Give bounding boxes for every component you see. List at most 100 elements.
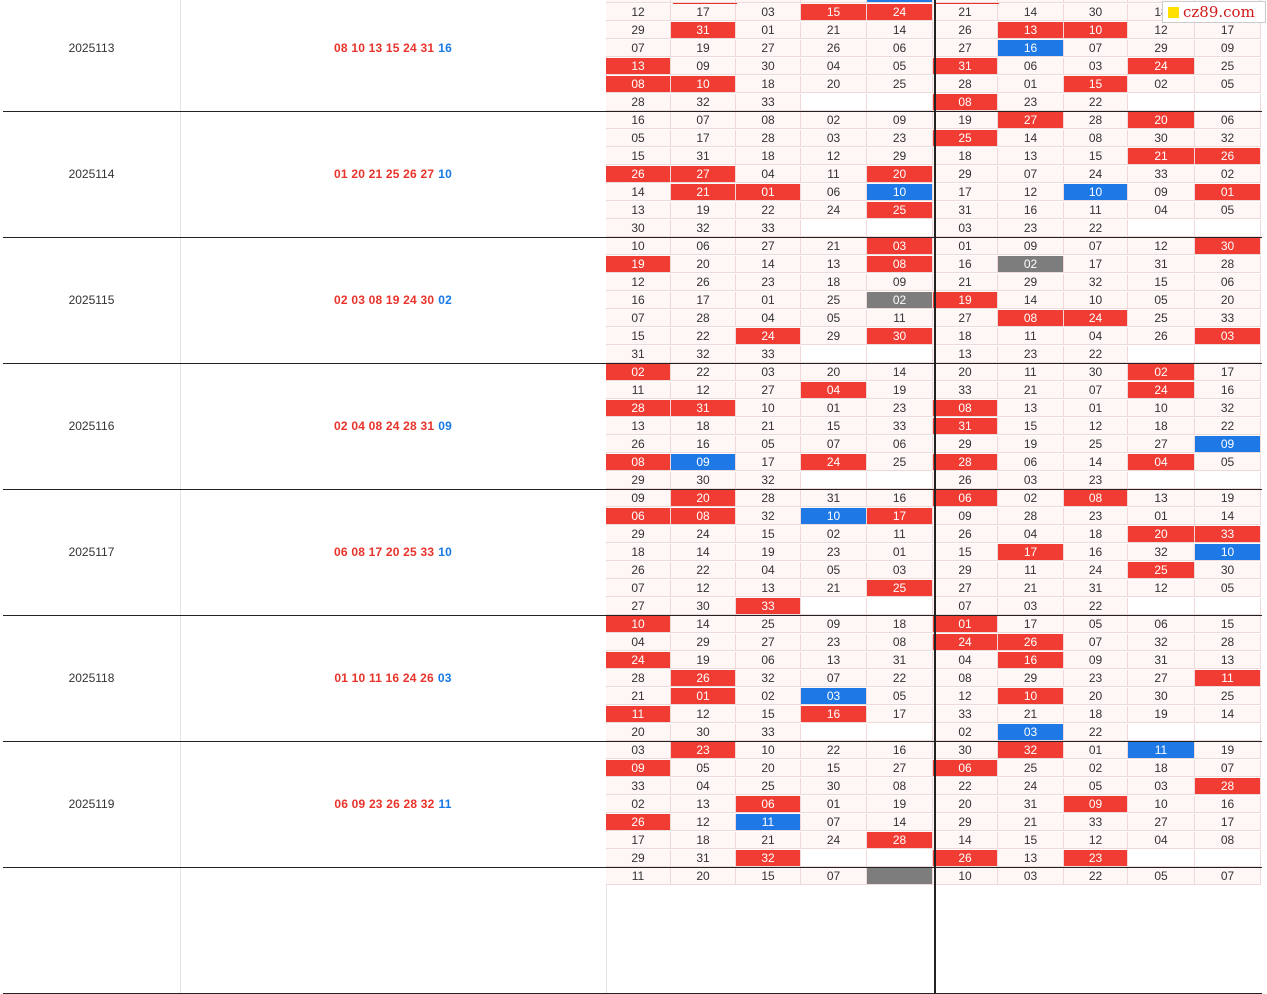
grid-cell: 15: [736, 526, 801, 543]
grid-cell: 28: [933, 76, 998, 93]
grid-cell: 22: [1195, 418, 1261, 435]
number-grid: 11 20 15 07 10 03 22 05 07: [606, 868, 1262, 993]
grid-cell: 28: [1195, 634, 1261, 651]
grid-cell: 23: [1064, 508, 1128, 525]
grid-cell-gray: [867, 868, 933, 885]
grid-cell: 11: [606, 868, 671, 885]
grid-cell: 08: [1195, 832, 1261, 849]
grid-cell-red: 24: [1064, 310, 1128, 327]
grid-cell: 20: [933, 796, 998, 813]
grid-cell: 19: [671, 202, 736, 219]
grid-cell-red: 26: [671, 670, 736, 687]
grid-cell: 12: [1128, 580, 1195, 597]
grid-cell: 24: [801, 832, 867, 849]
grid-cell: [1128, 472, 1195, 489]
grid-cell: 22: [1064, 220, 1128, 237]
grid-cell: 04: [1064, 328, 1128, 345]
site-logo[interactable]: cz89.com: [1162, 1, 1266, 23]
grid-cell: 06: [867, 436, 933, 453]
grid-cell: 30: [933, 742, 998, 759]
grid-cell-red: 25: [867, 202, 933, 219]
grid-cell: 33: [606, 778, 671, 795]
grid-cell-red: 24: [606, 652, 671, 669]
grid-cell: 17: [867, 706, 933, 723]
period-row: 2025119 06 09 23 26 28 32 11 03 23 10 22 16 30 32…: [3, 742, 1262, 868]
grid-cell: 27: [736, 40, 801, 57]
grid-cell-red: 13: [998, 22, 1064, 39]
grid-cell-red: 06: [933, 490, 998, 507]
blue-ball: 11: [438, 797, 452, 811]
grid-cell-red: 26: [998, 634, 1064, 651]
grid-cell: 17: [606, 832, 671, 849]
grid-cell: 23: [998, 94, 1064, 111]
grid-cell: 22: [1064, 724, 1128, 741]
grid-cell: 29: [606, 526, 671, 543]
grid-cell-red: 31: [671, 400, 736, 417]
grid-cell: 18: [801, 274, 867, 291]
grid-cell: 33: [1128, 166, 1195, 183]
grid-cell: 29: [606, 22, 671, 39]
grid-cell: 01: [801, 400, 867, 417]
grid-divider: [934, 0, 936, 111]
grid-cell: 10: [736, 400, 801, 417]
grid-cell: 11: [998, 364, 1064, 381]
grid-cell: 18: [1128, 418, 1195, 435]
grid-cell-red: 08: [606, 76, 671, 93]
grid-cell: 10: [1128, 796, 1195, 813]
grid-cell: 33: [736, 220, 801, 237]
grid-cell-red: 03: [1195, 328, 1261, 345]
grid-cell: 05: [1128, 868, 1195, 885]
grid-cell-blue: 11: [736, 814, 801, 831]
grid-cell: 27: [933, 40, 998, 57]
grid-cell: 27: [736, 634, 801, 651]
grid-cell-red: 15: [1064, 76, 1128, 93]
grid-cell: 26: [671, 274, 736, 291]
grid-cell: 19: [998, 436, 1064, 453]
grid-cell: 10: [1064, 292, 1128, 309]
grid-cell: 16: [933, 256, 998, 273]
grid-divider: [934, 868, 936, 993]
grid-cell: 05: [736, 436, 801, 453]
grid-cell: 04: [736, 310, 801, 327]
grid-cell-red: 08: [606, 454, 671, 471]
grid-cell: 23: [867, 130, 933, 147]
grid-cell: 25: [1195, 58, 1261, 75]
grid-cell: 32: [671, 220, 736, 237]
grid-cell: 17: [1195, 22, 1261, 39]
grid-cell: 09: [867, 274, 933, 291]
grid-cell: 20: [671, 256, 736, 273]
grid-cell: [1195, 346, 1261, 363]
grid-cell-red: 16: [801, 706, 867, 723]
grid-cell: 06: [1195, 274, 1261, 291]
grid-cell-red: 26: [606, 166, 671, 183]
grid-cell: 03: [1064, 58, 1128, 75]
grid-cell: 07: [1064, 40, 1128, 57]
grid-cell: 27: [1128, 670, 1195, 687]
grid-cell: 19: [736, 544, 801, 561]
grid-cell: 14: [998, 4, 1064, 21]
grid-cell-blue: 03: [998, 724, 1064, 741]
grid-cell-red: 26: [933, 850, 998, 867]
grid-cell: [1195, 220, 1261, 237]
grid-cell: 21: [736, 418, 801, 435]
grid-cell: 25: [1128, 310, 1195, 327]
grid-cell: 24: [1064, 166, 1128, 183]
grid-cell: 30: [736, 58, 801, 75]
grid-cell: 31: [606, 346, 671, 363]
red-balls: 01 10 11 16 24 26: [334, 671, 434, 685]
grid-cell: 06: [867, 40, 933, 57]
grid-cell: 30: [1195, 562, 1261, 579]
grid-cell: 22: [801, 0, 867, 3]
grid-cell: 09: [933, 508, 998, 525]
grid-cell: [1128, 94, 1195, 111]
grid-cell: 29: [933, 814, 998, 831]
grid-cell: 22: [1064, 94, 1128, 111]
grid-cell: 11: [606, 382, 671, 399]
grid-cell: 17: [1195, 364, 1261, 381]
grid-cell: 03: [933, 220, 998, 237]
grid-cell: 07: [606, 310, 671, 327]
grid-cell: 12: [671, 580, 736, 597]
grid-cell: 04: [671, 778, 736, 795]
grid-cell: 26: [933, 472, 998, 489]
